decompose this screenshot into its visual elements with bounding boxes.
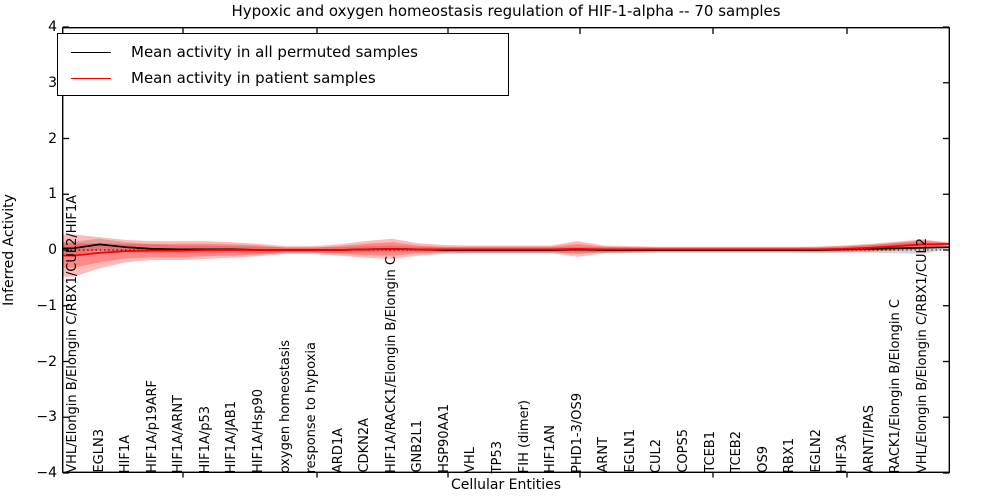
x-category-label: HSP90AA1 (436, 404, 452, 473)
x-category-label: EGLN2 (808, 429, 824, 473)
patient-samples-range-outer-band (62, 234, 950, 277)
x-category-label: VHL/Elongin B/Elongin C/RBX1/CUL2 (915, 237, 930, 473)
x-category-label: HIF1A/ARNT (171, 394, 187, 473)
patient-samples-range-inner-band (62, 240, 950, 268)
x-category-label: ARNT (596, 437, 612, 473)
y-tick-label: 2 (48, 130, 57, 147)
y-tick-label: −2 (36, 353, 57, 370)
x-category-label: HIF1A/p53 (197, 405, 213, 473)
x-category-label: TP53 (490, 440, 505, 473)
x-category-label: CDKN2A (357, 418, 373, 473)
x-category-label: CUL2 (649, 438, 665, 473)
x-category-label: VHL (463, 447, 479, 473)
x-axis-label: Cellular Entities (450, 477, 562, 493)
legend-line-sample-red (71, 77, 111, 79)
x-category-label: VHL/Elongin B/Elongin C/RBX1/CUL2/HIF1A (65, 195, 80, 473)
x-category-label: HIF1A/Hsp90 (250, 389, 266, 473)
x-category-label: EGLN3 (91, 429, 107, 473)
y-axis-label: Inferred Activity (1, 194, 17, 306)
x-category-label: HIF1AN (543, 425, 559, 473)
x-category-label: GNB2L1 (410, 420, 426, 473)
legend-entry-permuted: Mean activity in all permuted samples (58, 39, 508, 65)
x-category-label: HIF3A (835, 434, 851, 473)
y-tick-label: 4 (48, 19, 57, 35)
x-category-label: HIF1A/RACK1/Elongin B/Elongin C (383, 256, 399, 473)
x-category-label: ARNT/IPAS (861, 405, 877, 473)
x-category-label: PHD1-3/OS9 (569, 393, 585, 473)
x-category-label: oxygen homeostasis (277, 339, 293, 473)
y-tick-label: 3 (48, 74, 57, 91)
x-category-label: COPS5 (675, 429, 691, 473)
y-tick-label: 1 (48, 186, 57, 203)
x-category-label: response to hypoxia (304, 341, 320, 473)
x-category-label: FIH (dimer) (516, 399, 532, 473)
x-category-label: RBX1 (782, 437, 798, 473)
y-tick-label: −1 (36, 297, 57, 314)
legend-label: Mean activity in all permuted samples (131, 43, 418, 61)
x-category-label: ARD1A (330, 427, 346, 473)
legend-label: Mean activity in patient samples (131, 69, 376, 87)
permuted-samples-range-band (62, 238, 950, 255)
x-category-label: TCEB2 (729, 431, 745, 473)
legend: Mean activity in all permuted samples Me… (57, 33, 509, 96)
x-category-label: TCEB1 (702, 431, 718, 473)
x-category-label: OS9 (755, 446, 771, 473)
legend-line-sample-black (71, 51, 111, 53)
x-category-label: RACK1/Elongin B/Elongin C (888, 298, 904, 473)
y-tick-label: 0 (48, 242, 57, 258)
axes-spines (61, 26, 950, 474)
legend-entry-patient: Mean activity in patient samples (58, 65, 508, 91)
y-tick-label: −3 (36, 409, 57, 426)
plot-title: Hypoxic and oxygen homeostasis regulatio… (231, 2, 781, 20)
plot-area (61, 26, 951, 478)
x-category-label: HIF1A (118, 434, 134, 473)
x-category-label: HIF1A/p19ARF (144, 380, 160, 473)
x-category-label: EGLN1 (622, 429, 638, 473)
y-tick-label: −4 (36, 465, 57, 481)
x-category-label: HIF1A/JAB1 (224, 400, 240, 473)
patient-mean-line (62, 243, 951, 257)
